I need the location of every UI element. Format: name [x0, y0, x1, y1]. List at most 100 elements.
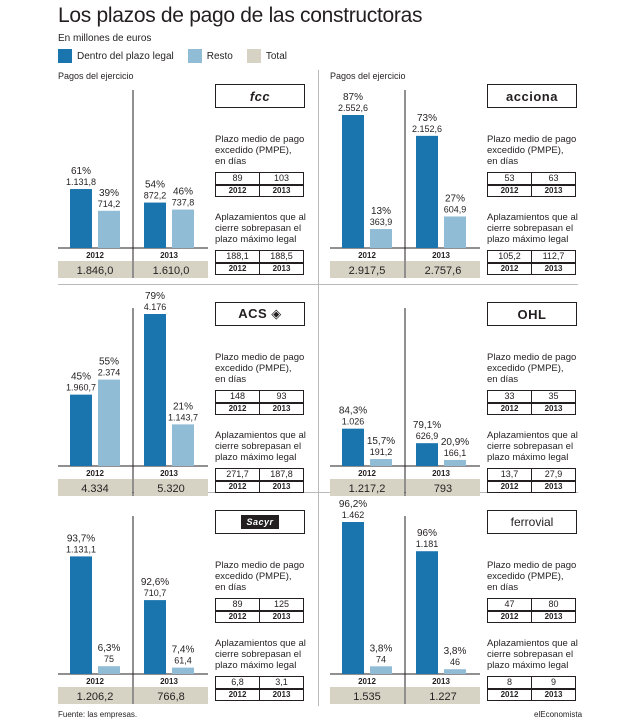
total-box	[58, 479, 132, 496]
pmpe-label: Plazo medio de pago excedido (PMPE), en dí…	[215, 352, 305, 385]
pmpe-year-2013: 2013	[531, 183, 576, 197]
pct-label: 79%	[145, 291, 165, 302]
bar-ferrovial-2012-dentro	[342, 522, 364, 674]
sacyr-logo: Sacyr	[215, 510, 305, 534]
pct-label: 3,8%	[370, 643, 393, 654]
aplazamientos-label: Aplazamientos que al cierre sobrepasan el…	[215, 430, 306, 463]
total-box	[134, 261, 208, 278]
aplaz-year-2012: 2012	[215, 687, 260, 701]
pct-label: 96%	[417, 528, 437, 539]
fcc-logo: fcc	[215, 84, 305, 108]
total-label: 766,8	[157, 691, 185, 703]
bar-ferrovial-2013-resto	[444, 669, 466, 674]
aplaz-year-2013: 2013	[531, 261, 576, 275]
legend-swatch-total	[246, 49, 261, 63]
bar-fcc-2013-dentro	[144, 202, 166, 248]
pmpe-table: 148 93 2012 2013	[215, 390, 304, 415]
value-label: 4.176	[144, 302, 167, 312]
panel-fcc: Pagos del ejercicio 61% 1.131,8 39% 714,2 201…	[58, 70, 308, 278]
total-label: 5.320	[157, 483, 185, 495]
pmpe-table: 53 63 2012 2013	[487, 172, 576, 197]
pmpe-year-2013: 2013	[259, 609, 304, 623]
pagos-label: Pagos del ejercicio	[58, 71, 134, 81]
pct-label: 55%	[99, 357, 119, 368]
legend-swatch-dentro	[58, 49, 72, 63]
bar-acciona-2012-dentro	[342, 115, 364, 248]
total-label: 793	[434, 483, 452, 495]
bar-sacyr-2012-dentro	[70, 556, 92, 674]
legend-item-dentro: Dentro del plazo legal	[58, 49, 174, 63]
value-label: 604,9	[444, 204, 467, 214]
aplaz-year-2013: 2013	[259, 261, 304, 275]
acs-logo: ACS ◈	[215, 302, 305, 326]
total-box	[134, 479, 208, 496]
pct-label: 7,4%	[172, 645, 195, 656]
pct-label: 93,7%	[67, 533, 95, 544]
bar-acs-2012-dentro	[70, 394, 92, 466]
aplazamientos-table: 6,8 3,1 2012 2013	[215, 676, 304, 701]
pmpe-label: Plazo medio de pago excedido (PMPE), en dí…	[487, 352, 577, 385]
value-label: 1.181	[416, 539, 439, 549]
year-label: 2012	[358, 469, 376, 478]
value-label: 46	[450, 657, 460, 667]
pmpe-year-2013: 2013	[259, 401, 304, 415]
aplaz-year-2012: 2012	[487, 261, 532, 275]
aplaz-year-2013: 2013	[259, 687, 304, 701]
pmpe-year-2012: 2012	[487, 183, 532, 197]
total-box	[134, 687, 208, 704]
aplaz-value-2013: 3,1	[259, 676, 304, 689]
aplaz-value-2013: 27,9	[531, 468, 576, 481]
total-box	[330, 261, 404, 278]
value-label: 626,9	[416, 431, 439, 441]
aplaz-year-2012: 2012	[487, 687, 532, 701]
pct-label: 92,6%	[141, 577, 169, 588]
total-label: 1.535	[353, 691, 381, 703]
pmpe-value-2013: 80	[531, 598, 576, 611]
aplaz-value-2012: 6,8	[215, 676, 260, 689]
total-box	[330, 687, 404, 704]
source-note: Fuente: las empresas.	[58, 710, 138, 719]
pmpe-year-2012: 2012	[487, 609, 532, 623]
bar-acciona-2013-dentro	[416, 135, 438, 248]
value-label: 2.552,6	[338, 103, 368, 113]
pmpe-value-2012: 148	[215, 390, 260, 403]
total-box	[406, 687, 480, 704]
pmpe-label: Plazo medio de pago excedido (PMPE), en dí…	[487, 560, 577, 593]
panel-ohl: 84,3% 1.026 15,7% 191,2 2012 1.217,2 79,1% 626,…	[330, 288, 580, 496]
pmpe-year-2013: 2013	[259, 183, 304, 197]
pmpe-year-2012: 2012	[215, 609, 260, 623]
value-label: 166,1	[444, 448, 467, 458]
aplaz-year-2013: 2013	[531, 479, 576, 493]
page-subtitle: En millones de euros	[58, 33, 152, 44]
total-label: 1.217,2	[349, 483, 386, 495]
total-box	[406, 479, 480, 496]
year-label: 2013	[432, 469, 450, 478]
aplaz-value-2012: 105,2	[487, 250, 532, 263]
pmpe-value-2012: 89	[215, 172, 260, 185]
aplaz-year-2012: 2012	[215, 261, 260, 275]
pmpe-label: Plazo medio de pago excedido (PMPE), en dí…	[215, 560, 305, 593]
pct-label: 45%	[71, 372, 91, 383]
ferrovial-logo: ferrovial	[487, 510, 577, 534]
chart-fcc: Pagos del ejercicio 61%1.131,839%714,2 201…	[58, 71, 208, 278]
year-label: 2013	[160, 469, 178, 478]
pmpe-value-2012: 33	[487, 390, 532, 403]
year-label: 2012	[358, 251, 376, 260]
brand-credit: elEconomista	[534, 710, 583, 719]
pmpe-year-2013: 2013	[531, 609, 576, 623]
pmpe-label: Plazo medio de pago excedido (PMPE), en dí…	[215, 134, 305, 167]
bar-acciona-2013-resto	[444, 216, 466, 248]
pmpe-year-2012: 2012	[487, 401, 532, 415]
bar-sacyr-2013-dentro	[144, 600, 166, 674]
pct-label: 46%	[173, 187, 193, 198]
page-title: Los plazos de pago de las constructoras	[58, 4, 423, 27]
pmpe-table: 47 80 2012 2013	[487, 598, 576, 623]
aplazamientos-label: Aplazamientos que al cierre sobrepasan el…	[487, 212, 578, 245]
aplaz-value-2013: 112,7	[531, 250, 576, 263]
pct-label: 84,3%	[339, 406, 367, 417]
aplazamientos-table: 105,2 112,7 2012 2013	[487, 250, 576, 275]
aplazamientos-table: 188,1 188,5 2012 2013	[215, 250, 304, 275]
total-label: 1.206,2	[77, 691, 114, 703]
year-label: 2012	[86, 469, 104, 478]
